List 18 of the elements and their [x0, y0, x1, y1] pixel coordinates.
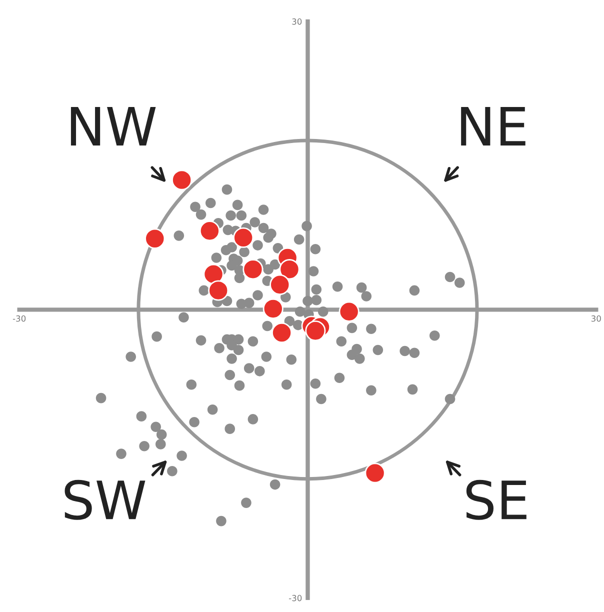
point: [203, 264, 224, 284]
point: [279, 259, 300, 280]
point: [272, 322, 292, 343]
point: [208, 280, 229, 301]
annotation: NE: [461, 107, 526, 146]
point: [262, 298, 284, 319]
point: [144, 228, 166, 249]
point: [242, 259, 264, 280]
point: [199, 220, 220, 242]
point: [305, 320, 326, 342]
annotation: SW: [64, 480, 146, 520]
point: [364, 462, 386, 484]
point: [233, 227, 254, 248]
point: [338, 301, 360, 322]
point: [270, 274, 290, 295]
annotation: SE: [466, 480, 526, 520]
point: [172, 170, 192, 190]
annotation: NW: [70, 107, 156, 146]
